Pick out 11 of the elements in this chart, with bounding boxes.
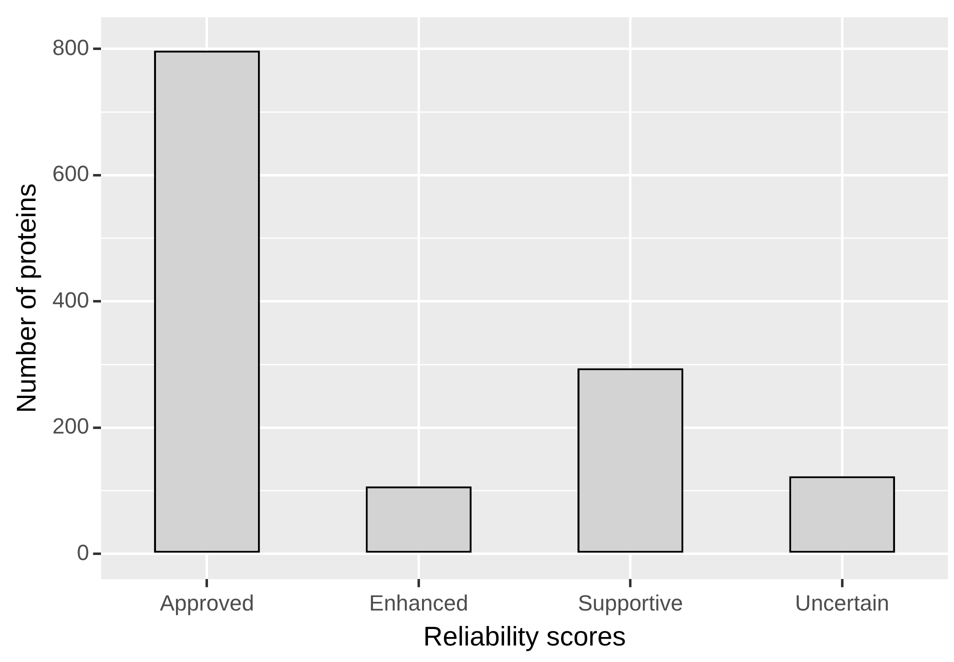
- y-tick-label: 0: [76, 540, 90, 566]
- y-tick-label: 200: [52, 414, 90, 439]
- y-tick-label: 400: [52, 287, 90, 312]
- x-tick-label: Uncertain: [795, 590, 890, 616]
- y-axis-title: Number of proteins: [12, 183, 42, 414]
- y-tick-label: 600: [52, 161, 90, 186]
- x-tick-label: Supportive: [578, 590, 684, 616]
- x-axis-title: Reliability scores: [423, 621, 626, 652]
- y-tick-label: 800: [52, 34, 90, 60]
- x-tick-label: Enhanced: [369, 590, 468, 616]
- x-tick-label: Approved: [160, 590, 254, 616]
